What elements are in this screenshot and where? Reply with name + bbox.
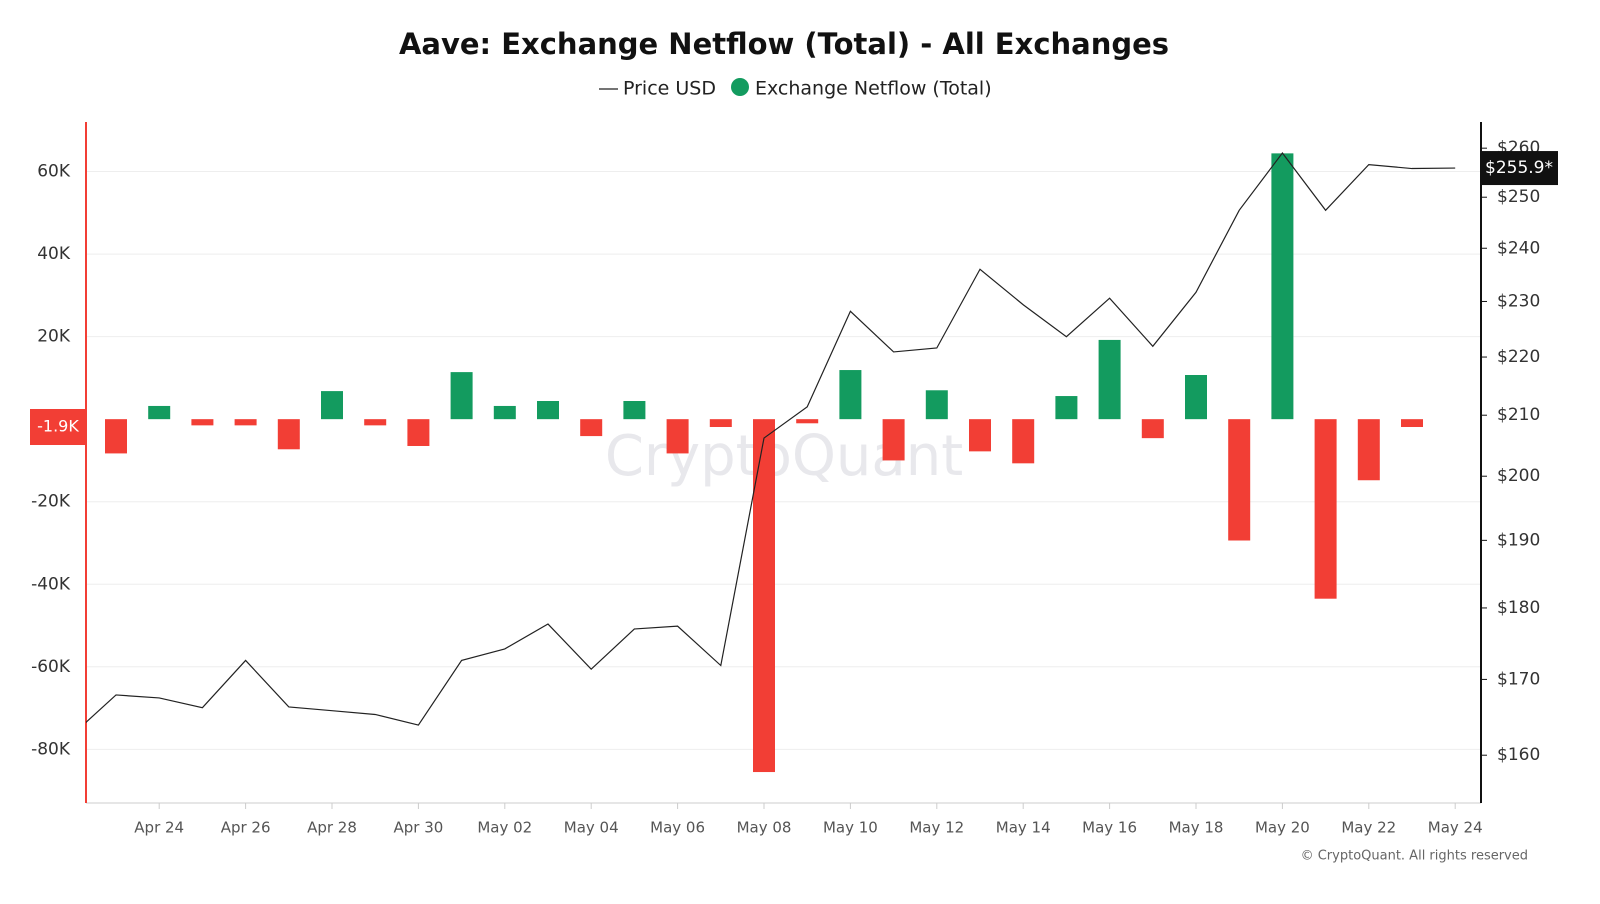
footer: © CryptoQuant. All rights reserved bbox=[1301, 849, 1528, 864]
y-tick-label: -40K bbox=[31, 574, 71, 594]
bar bbox=[191, 419, 214, 426]
y2-tick-label: $240 bbox=[1497, 238, 1540, 258]
y-tick-label: 40K bbox=[37, 244, 71, 264]
bar bbox=[1141, 419, 1164, 439]
bar bbox=[148, 405, 171, 420]
bar bbox=[969, 419, 991, 452]
y2-tick-label: $170 bbox=[1497, 669, 1540, 689]
y2-tick-label: $250 bbox=[1497, 187, 1540, 207]
y-tick-label: -20K bbox=[31, 492, 71, 512]
legend-swatch bbox=[731, 78, 749, 96]
x-tick-label: Apr 24 bbox=[134, 819, 184, 837]
plot-area bbox=[86, 151, 1456, 773]
bar bbox=[709, 419, 732, 428]
bar bbox=[753, 419, 775, 773]
last-price-badge bbox=[1481, 151, 1558, 186]
last-value-badge bbox=[30, 409, 86, 446]
watermark: CryptoQuant bbox=[605, 424, 963, 489]
y2-tick-label: $230 bbox=[1497, 291, 1540, 311]
legend-label: Exchange Netflow (Total) bbox=[755, 78, 992, 100]
bar bbox=[1228, 419, 1251, 541]
bar bbox=[1012, 419, 1035, 464]
bar bbox=[1055, 396, 1078, 420]
bar bbox=[1185, 375, 1207, 420]
x-tick-label: May 04 bbox=[564, 819, 619, 837]
x-tick-label: Apr 30 bbox=[393, 819, 443, 837]
chart-title: Aave: Exchange Netflow (Total) - All Exc… bbox=[399, 27, 1169, 61]
last-value-label: -1.9K bbox=[37, 417, 79, 436]
bar bbox=[1357, 419, 1380, 481]
x-tick-label: Apr 26 bbox=[221, 819, 271, 837]
bar bbox=[839, 370, 862, 420]
bar bbox=[666, 419, 689, 454]
bar bbox=[580, 419, 603, 437]
bar bbox=[796, 419, 819, 424]
y-tick-label: 20K bbox=[37, 327, 71, 347]
y2-tick-label: $190 bbox=[1497, 530, 1540, 550]
x-tick-label: May 22 bbox=[1341, 819, 1396, 837]
x-tick-label: May 18 bbox=[1169, 819, 1224, 837]
bar bbox=[277, 419, 300, 450]
bar bbox=[105, 419, 127, 454]
bar bbox=[493, 405, 516, 420]
bar bbox=[407, 419, 430, 446]
y2-tick-label: $160 bbox=[1497, 745, 1540, 765]
bar bbox=[537, 401, 559, 420]
bar bbox=[1098, 339, 1121, 420]
y-tick-label: -60K bbox=[31, 657, 71, 677]
y-tick-label: 60K bbox=[37, 162, 71, 182]
x-tick-label: May 12 bbox=[909, 819, 964, 837]
x-tick-label: May 20 bbox=[1255, 819, 1310, 837]
x-tick-label: May 06 bbox=[650, 819, 705, 837]
y2-tick-label: $210 bbox=[1497, 405, 1540, 425]
bar bbox=[1314, 419, 1337, 599]
bar bbox=[925, 390, 948, 420]
x-tick-label: May 08 bbox=[737, 819, 792, 837]
x-tick-label: May 24 bbox=[1428, 819, 1483, 837]
y2-tick-label: $180 bbox=[1497, 598, 1540, 618]
x-tick-label: May 02 bbox=[477, 819, 532, 837]
bar bbox=[1271, 153, 1294, 420]
bar bbox=[234, 419, 257, 426]
x-tick-label: May 10 bbox=[823, 819, 878, 837]
last-price-label: $255.9* bbox=[1485, 158, 1553, 178]
price-line bbox=[86, 151, 1456, 726]
y2-tick-label: $220 bbox=[1497, 347, 1540, 367]
x-tick-label: May 16 bbox=[1082, 819, 1137, 837]
y2-tick-label: $200 bbox=[1497, 466, 1540, 486]
bar bbox=[321, 391, 343, 420]
bar bbox=[1401, 419, 1423, 428]
y-tick-label: -80K bbox=[31, 739, 71, 759]
bar bbox=[882, 419, 905, 461]
x-tick-label: Apr 28 bbox=[307, 819, 357, 837]
bar bbox=[364, 419, 387, 426]
legend-label: Price USD bbox=[623, 78, 716, 100]
x-tick-label: May 14 bbox=[996, 819, 1051, 837]
bar bbox=[450, 372, 473, 420]
bar bbox=[623, 401, 646, 420]
